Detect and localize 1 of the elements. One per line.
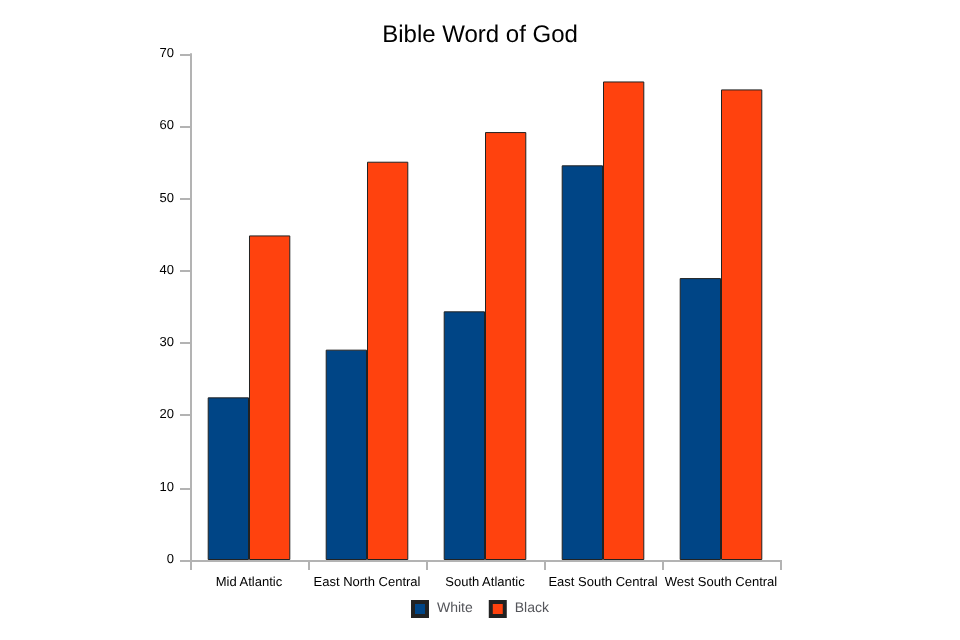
- chart-title: Bible Word of God: [382, 20, 578, 48]
